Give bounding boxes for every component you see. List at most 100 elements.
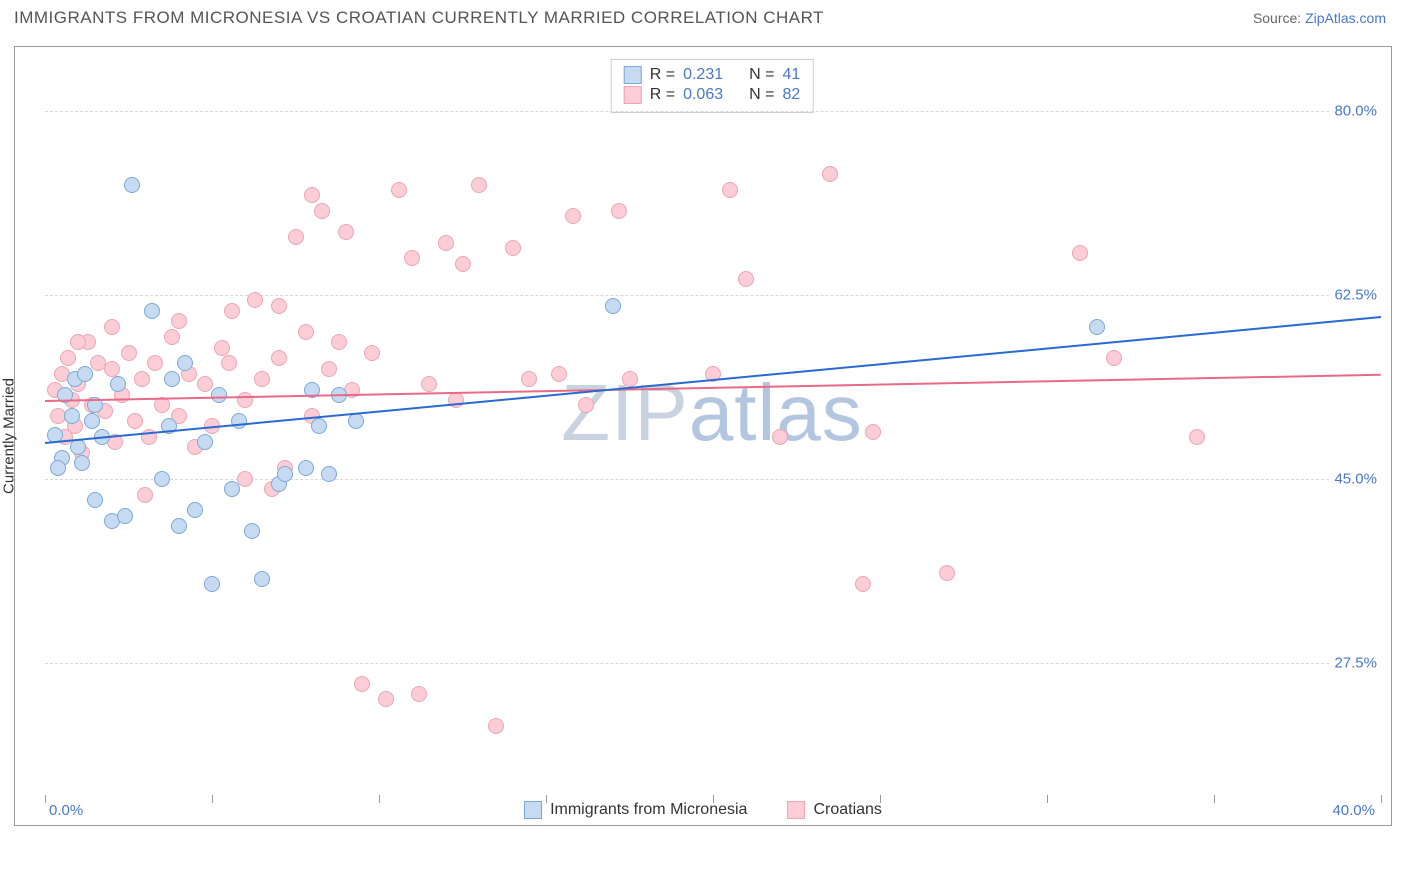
n-label: N =: [749, 86, 774, 104]
n-label: N =: [749, 66, 774, 84]
y-tick-label: 27.5%: [1330, 654, 1381, 671]
point-blue: [64, 408, 80, 424]
gridline: [45, 295, 1379, 296]
point-pink: [865, 424, 881, 440]
stats-box: R = 0.231 N = 41 R = 0.063 N = 82: [611, 59, 814, 113]
y-tick-label: 80.0%: [1330, 103, 1381, 120]
point-blue: [311, 418, 327, 434]
legend-item-blue: Immigrants from Micronesia: [524, 801, 747, 819]
point-pink: [551, 366, 567, 382]
plot-area: ZIPatlas R = 0.231 N = 41 R = 0.063 N = …: [45, 59, 1379, 797]
point-pink: [505, 240, 521, 256]
point-blue: [154, 471, 170, 487]
point-pink: [622, 371, 638, 387]
point-blue: [77, 366, 93, 382]
point-pink: [137, 487, 153, 503]
point-blue: [244, 523, 260, 539]
point-pink: [121, 345, 137, 361]
chart-title: IMMIGRANTS FROM MICRONESIA VS CROATIAN C…: [14, 8, 824, 28]
point-blue: [321, 466, 337, 482]
r-value-blue: 0.231: [683, 66, 723, 84]
source-prefix: Source:: [1253, 10, 1305, 26]
swatch-pink-icon: [624, 86, 642, 104]
y-tick-label: 62.5%: [1330, 287, 1381, 304]
legend-label-pink: Croatians: [813, 801, 881, 819]
point-pink: [331, 334, 347, 350]
point-blue: [277, 466, 293, 482]
legend-item-pink: Croatians: [787, 801, 881, 819]
point-pink: [127, 413, 143, 429]
point-pink: [134, 371, 150, 387]
source-link[interactable]: ZipAtlas.com: [1305, 10, 1386, 26]
point-blue: [124, 177, 140, 193]
point-blue: [117, 508, 133, 524]
point-pink: [939, 565, 955, 581]
point-blue: [224, 481, 240, 497]
point-pink: [438, 235, 454, 251]
stats-row-pink: R = 0.063 N = 82: [624, 86, 801, 104]
point-pink: [271, 350, 287, 366]
point-pink: [391, 182, 407, 198]
point-pink: [354, 676, 370, 692]
y-tick-label: 45.0%: [1330, 470, 1381, 487]
regression-line-blue: [45, 316, 1381, 444]
gridline: [45, 111, 1379, 112]
point-pink: [772, 429, 788, 445]
point-blue: [164, 371, 180, 387]
point-pink: [247, 292, 263, 308]
chart-container: Currently Married ZIPatlas R = 0.231 N =…: [14, 46, 1392, 826]
point-pink: [1189, 429, 1205, 445]
point-blue: [50, 460, 66, 476]
point-blue: [74, 455, 90, 471]
point-pink: [254, 371, 270, 387]
legend-swatch-blue-icon: [524, 801, 542, 819]
point-pink: [1106, 350, 1122, 366]
point-pink: [738, 271, 754, 287]
n-value-blue: 41: [782, 66, 800, 84]
point-pink: [164, 329, 180, 345]
point-pink: [314, 203, 330, 219]
legend-label-blue: Immigrants from Micronesia: [550, 801, 747, 819]
point-blue: [254, 571, 270, 587]
point-pink: [271, 298, 287, 314]
gridline: [45, 663, 1379, 664]
point-pink: [488, 718, 504, 734]
legend-swatch-pink-icon: [787, 801, 805, 819]
point-pink: [221, 355, 237, 371]
point-blue: [110, 376, 126, 392]
point-pink: [104, 361, 120, 377]
point-blue: [187, 502, 203, 518]
legend: Immigrants from Micronesia Croatians: [15, 801, 1391, 819]
point-pink: [60, 350, 76, 366]
point-pink: [1072, 245, 1088, 261]
point-pink: [104, 319, 120, 335]
point-blue: [298, 460, 314, 476]
point-pink: [521, 371, 537, 387]
point-pink: [611, 203, 627, 219]
point-pink: [378, 691, 394, 707]
point-pink: [471, 177, 487, 193]
swatch-blue-icon: [624, 66, 642, 84]
point-pink: [364, 345, 380, 361]
point-pink: [147, 355, 163, 371]
point-pink: [214, 340, 230, 356]
point-pink: [288, 229, 304, 245]
point-pink: [722, 182, 738, 198]
point-blue: [211, 387, 227, 403]
r-label: R =: [650, 66, 675, 84]
point-pink: [822, 166, 838, 182]
point-pink: [455, 256, 471, 272]
point-blue: [84, 413, 100, 429]
point-blue: [171, 518, 187, 534]
point-blue: [1089, 319, 1105, 335]
point-blue: [177, 355, 193, 371]
point-pink: [298, 324, 314, 340]
point-pink: [237, 471, 253, 487]
point-pink: [237, 392, 253, 408]
point-pink: [421, 376, 437, 392]
point-pink: [321, 361, 337, 377]
n-value-pink: 82: [782, 86, 800, 104]
point-pink: [411, 686, 427, 702]
point-pink: [70, 334, 86, 350]
point-blue: [348, 413, 364, 429]
